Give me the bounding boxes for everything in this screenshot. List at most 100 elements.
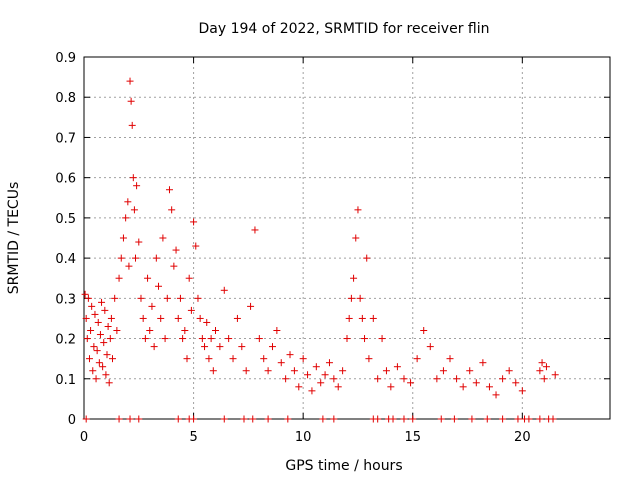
data-point [82, 415, 90, 423]
data-point [407, 379, 415, 387]
plot-frame [83, 56, 611, 420]
y-tick-label: 0.3 [55, 292, 76, 307]
data-point [479, 359, 487, 367]
data-point [238, 343, 246, 351]
data-point [540, 375, 548, 383]
data-point [514, 415, 522, 423]
data-point [426, 343, 434, 351]
data-point [409, 415, 417, 423]
y-tick-label: 0.2 [55, 333, 76, 348]
data-point [102, 371, 110, 379]
data-point [135, 415, 143, 423]
data-point [103, 351, 111, 359]
data-point [220, 286, 228, 294]
data-point [84, 294, 92, 302]
data-point [92, 375, 100, 383]
data-point [295, 383, 303, 391]
data-point [273, 327, 281, 335]
data-point [345, 314, 353, 322]
data-point [119, 234, 127, 242]
data-point [420, 327, 428, 335]
data-point [115, 415, 123, 423]
data-point [181, 327, 189, 335]
data-point [312, 363, 320, 371]
data-point [365, 355, 373, 363]
data-point [98, 298, 106, 306]
data-point [317, 379, 325, 387]
data-point [374, 415, 382, 423]
data-point [135, 238, 143, 246]
data-point [330, 415, 338, 423]
data-point [172, 246, 180, 254]
data-point [260, 355, 268, 363]
data-point [400, 375, 408, 383]
data-point [343, 335, 351, 343]
data-point [163, 294, 171, 302]
data-point [466, 367, 474, 375]
data-point [132, 254, 140, 262]
data-point [264, 415, 272, 423]
data-point [111, 294, 119, 302]
data-point [512, 379, 520, 387]
y-tick-label: 0.7 [55, 131, 76, 146]
data-point [107, 314, 115, 322]
tick-layer: 0 0.1 0.2 0.3 0.4 0.5 0.6 0.7 0.8 0.9 0 5 10 15 20 [55, 51, 610, 445]
y-tick-label: 0.9 [55, 51, 76, 66]
data-point [290, 367, 298, 375]
data-point [389, 415, 397, 423]
data-point [247, 302, 255, 310]
data-point [161, 335, 169, 343]
data-point [81, 290, 89, 298]
data-point [209, 367, 217, 375]
data-point [176, 294, 184, 302]
data-point [133, 182, 141, 190]
data-point [155, 282, 163, 290]
data-point [492, 391, 500, 399]
data-point [203, 318, 211, 326]
data-point [549, 415, 557, 423]
data-point [282, 375, 290, 383]
data-point [321, 371, 329, 379]
data-point [387, 383, 395, 391]
data-point [194, 294, 202, 302]
data-point [100, 339, 108, 347]
data-point [137, 294, 145, 302]
data-point [165, 186, 173, 194]
y-tick-label: 0.6 [55, 172, 76, 187]
data-point [330, 375, 338, 383]
data-point [183, 355, 191, 363]
data-point [339, 367, 347, 375]
x-tick-label: 15 [404, 430, 421, 445]
data-point [483, 415, 491, 423]
y-axis-label: SRMTID / TECUs [6, 182, 22, 295]
data-point [446, 355, 454, 363]
data-point [106, 335, 114, 343]
data-point [125, 262, 133, 270]
data-point [101, 306, 109, 314]
data-point [538, 359, 546, 367]
data-point [157, 314, 165, 322]
data-point [437, 415, 445, 423]
data-point [308, 387, 316, 395]
data-point [91, 310, 99, 318]
data-point [185, 274, 193, 282]
data-point [382, 367, 390, 375]
data-point [94, 318, 102, 326]
data-point [85, 355, 93, 363]
data-point [205, 355, 213, 363]
data-point [233, 314, 241, 322]
data-point [361, 335, 369, 343]
data-point [117, 254, 125, 262]
data-point [144, 274, 152, 282]
data-point [174, 415, 182, 423]
data-point [99, 363, 107, 371]
y-tick-label: 0.4 [55, 252, 76, 267]
data-point [192, 242, 200, 250]
data-point [88, 302, 96, 310]
data-point [525, 415, 533, 423]
data-point [352, 234, 360, 242]
data-point [453, 375, 461, 383]
data-point [139, 314, 147, 322]
data-point [104, 322, 112, 330]
